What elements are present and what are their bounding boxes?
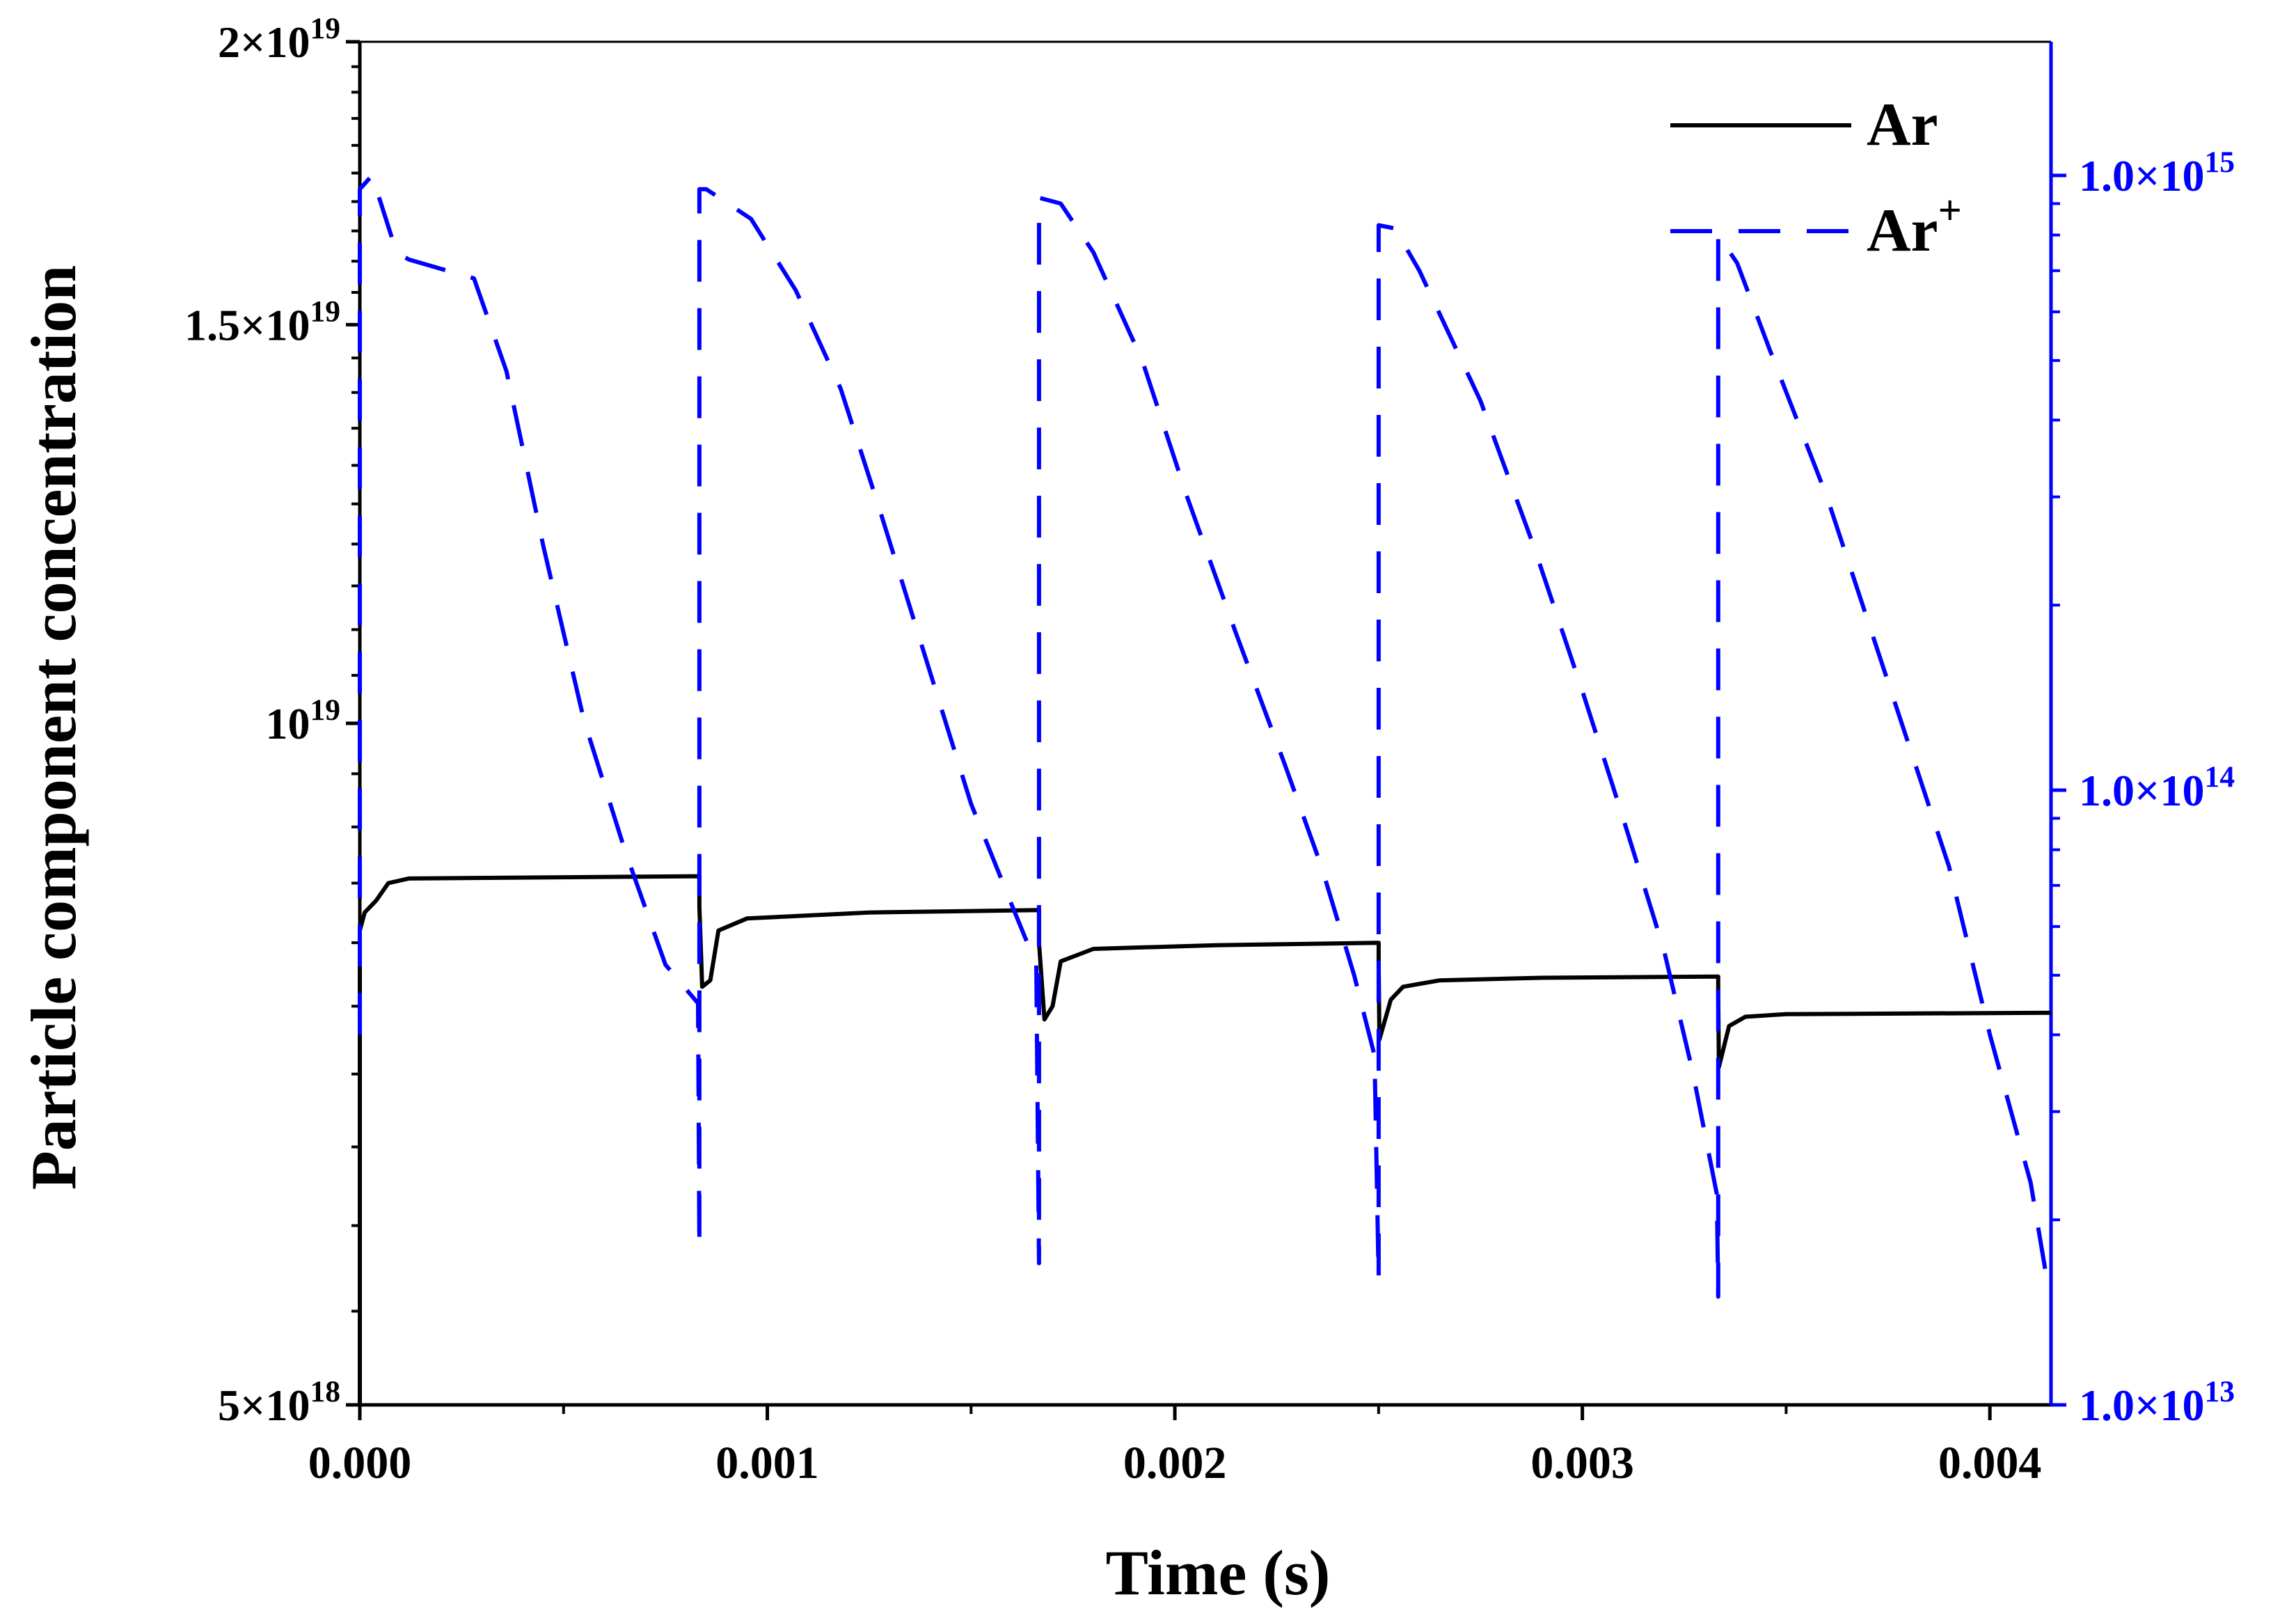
series-line-ar-plus <box>358 173 2050 1299</box>
y-right-tick-label: 1.0×1015 <box>2079 146 2235 200</box>
x-tick-label: 0.004 <box>1938 1438 2042 1488</box>
series-layer <box>358 173 2052 1405</box>
legend: Ar Ar+ <box>1670 91 1962 265</box>
y-axis-left: 5×1018 1019 1.5×1019 2×1019 <box>184 12 360 1430</box>
x-tick-label: 0.000 <box>308 1438 412 1488</box>
x-axis: 0.000 0.001 0.002 0.003 0.004 <box>308 1405 2042 1488</box>
x-tick-label: 0.003 <box>1530 1438 1634 1488</box>
y-axis-title: Particle component concentration <box>18 265 89 1190</box>
y-left-tick-label: 1019 <box>265 693 340 748</box>
y-left-tick-label: 1.5×1019 <box>184 294 340 349</box>
x-tick-label: 0.001 <box>715 1438 819 1488</box>
y-left-tick-label: 2×1019 <box>218 12 340 67</box>
legend-label: Ar <box>1867 91 1938 159</box>
plot-frame <box>358 40 2053 1407</box>
series-line-ar <box>358 874 2052 1405</box>
x-axis-title: Time (s) <box>1106 1537 1331 1608</box>
legend-label: Ar+ <box>1867 187 1962 265</box>
y-axis-right: 1.0×1013 1.0×1014 1.0×1015 <box>2051 146 2235 1430</box>
y-right-tick-label: 1.0×1013 <box>2079 1375 2235 1430</box>
y-left-tick-label: 5×1018 <box>218 1375 340 1430</box>
y-right-tick-label: 1.0×1014 <box>2079 760 2235 815</box>
x-tick-label: 0.002 <box>1123 1438 1227 1488</box>
